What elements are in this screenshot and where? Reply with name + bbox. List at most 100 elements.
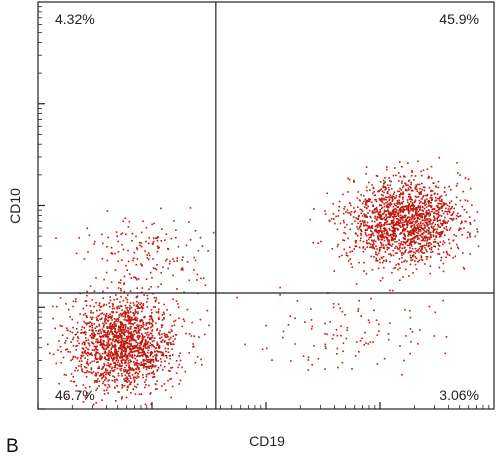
event-dot	[360, 212, 363, 214]
event-dot	[415, 184, 417, 186]
event-dot	[103, 313, 105, 316]
event-dot	[426, 217, 428, 220]
event-dot	[409, 352, 411, 355]
event-dot	[52, 317, 54, 320]
event-dot	[117, 326, 120, 329]
event-dot	[382, 213, 385, 215]
event-dot	[423, 189, 426, 192]
event-dot	[105, 377, 108, 380]
event-dot	[166, 334, 168, 336]
event-dot	[389, 229, 391, 231]
event-dot	[165, 336, 167, 338]
event-dot	[421, 232, 424, 235]
event-dot	[413, 239, 415, 242]
event-dot	[416, 206, 418, 209]
event-dot	[193, 256, 195, 259]
event-dot	[411, 215, 413, 218]
event-dot	[117, 361, 119, 364]
event-dot	[113, 379, 116, 382]
event-dot	[427, 201, 430, 203]
event-dot	[379, 215, 381, 217]
event-dot	[108, 385, 111, 388]
event-dot	[445, 226, 448, 228]
event-dot	[405, 214, 407, 217]
event-dot	[418, 251, 420, 254]
event-dot	[361, 210, 364, 212]
event-dot	[447, 220, 449, 222]
event-dot	[168, 362, 170, 365]
event-dot	[179, 352, 181, 354]
event-dot	[59, 297, 62, 299]
event-dot	[115, 359, 118, 362]
event-dot	[158, 302, 160, 304]
event-dot	[91, 329, 93, 331]
event-dot	[397, 206, 400, 208]
event-dot	[129, 359, 131, 361]
event-dot	[156, 264, 158, 266]
event-dot	[148, 367, 150, 370]
event-dot	[385, 210, 388, 212]
event-dot	[81, 368, 83, 370]
event-dot	[401, 201, 403, 204]
event-dot	[86, 358, 89, 361]
event-dot	[119, 334, 122, 337]
event-dot	[128, 341, 131, 343]
event-dot	[360, 237, 362, 240]
event-dot	[381, 257, 383, 259]
event-dot	[353, 179, 355, 182]
event-dot	[386, 223, 388, 226]
event-dot	[382, 244, 385, 246]
event-dot	[154, 359, 157, 361]
event-dot	[443, 191, 446, 193]
event-dot	[381, 213, 384, 215]
event-dot	[381, 239, 383, 241]
event-dot	[104, 376, 107, 379]
event-dot	[396, 200, 399, 202]
event-dot	[383, 239, 386, 242]
event-dot	[476, 211, 479, 213]
event-dot	[135, 327, 138, 330]
event-dot	[87, 251, 89, 253]
event-dot	[83, 341, 86, 344]
event-dot	[359, 225, 362, 227]
event-dot	[427, 212, 430, 214]
event-dot	[371, 224, 374, 227]
event-dot	[435, 196, 437, 199]
event-dot	[60, 350, 62, 353]
event-dot	[415, 257, 418, 260]
event-dot	[384, 181, 386, 183]
event-dot	[150, 338, 152, 340]
event-dot	[173, 220, 175, 222]
event-dot	[185, 332, 187, 335]
event-dot	[84, 312, 87, 315]
event-dot	[409, 309, 411, 312]
event-dot	[359, 239, 362, 242]
event-dot	[146, 341, 149, 344]
quadrant-label-lower-left: 46.7%	[55, 387, 95, 403]
event-dot	[400, 217, 403, 219]
event-dot	[123, 334, 126, 337]
event-dot	[123, 369, 125, 371]
event-dot	[379, 261, 381, 264]
event-dot	[432, 251, 434, 253]
event-dot	[125, 313, 127, 315]
event-dot	[417, 343, 419, 345]
event-dot	[150, 322, 153, 325]
event-dot	[401, 374, 403, 376]
event-dot	[378, 223, 380, 225]
event-dot	[189, 207, 192, 209]
event-dot	[398, 199, 400, 201]
event-dot	[379, 247, 381, 249]
event-dot	[119, 333, 121, 336]
event-dot	[149, 358, 152, 361]
event-dot	[100, 356, 103, 358]
event-dot	[111, 311, 113, 313]
event-dot	[119, 312, 122, 315]
event-dot	[130, 319, 133, 322]
event-dot	[363, 200, 365, 203]
event-dot	[158, 308, 160, 311]
event-dot	[125, 325, 127, 328]
event-dot	[385, 229, 388, 231]
event-dot	[72, 338, 74, 341]
event-dot	[387, 223, 390, 225]
